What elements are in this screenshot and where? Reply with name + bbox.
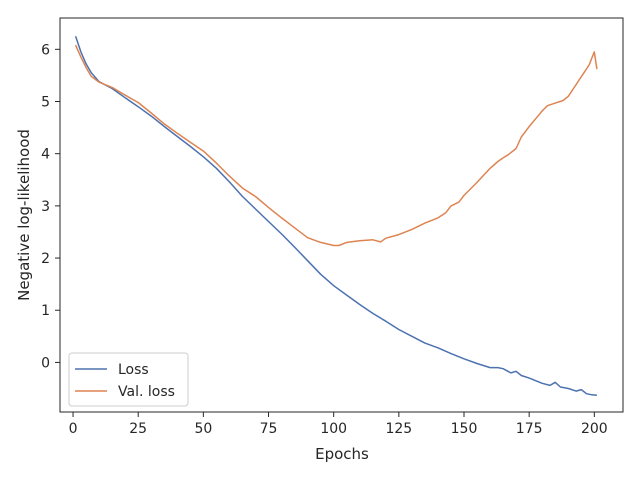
legend: Loss Val. loss	[68, 352, 189, 407]
legend-label-loss: Loss	[118, 362, 149, 378]
series-line-val-loss	[74, 44, 598, 247]
legend-box	[68, 352, 189, 407]
x-tick-label: 75	[260, 421, 278, 437]
y-tick-label: 4	[41, 147, 50, 163]
x-tick-label: 0	[69, 421, 78, 437]
plot-frame	[59, 17, 624, 413]
y-tick-label: 1	[41, 303, 50, 319]
series-line-loss	[74, 36, 597, 397]
x-axis-label: Epochs	[315, 445, 369, 463]
y-tick-label: 5	[41, 94, 50, 110]
y-axis-label: Negative log-likelihood	[15, 129, 33, 301]
x-tick-label: 50	[194, 421, 212, 437]
y-tick-label: 3	[41, 199, 50, 215]
y-tick-label: 6	[41, 42, 50, 58]
y-axis-ticks: 0 1 2 3 4 5 6	[41, 42, 60, 371]
x-tick-label: 125	[385, 421, 412, 437]
x-axis-ticks: 0 25 50 75 100 125 150 175 200	[69, 412, 608, 437]
y-tick-label: 2	[41, 251, 50, 267]
x-tick-label: 25	[129, 421, 147, 437]
legend-label-val-loss: Val. loss	[118, 384, 175, 400]
x-tick-label: 200	[581, 421, 608, 437]
x-tick-label: 100	[320, 421, 347, 437]
x-tick-label: 175	[516, 421, 543, 437]
x-tick-label: 150	[451, 421, 478, 437]
y-tick-label: 0	[41, 355, 50, 371]
series-lines	[74, 36, 598, 397]
